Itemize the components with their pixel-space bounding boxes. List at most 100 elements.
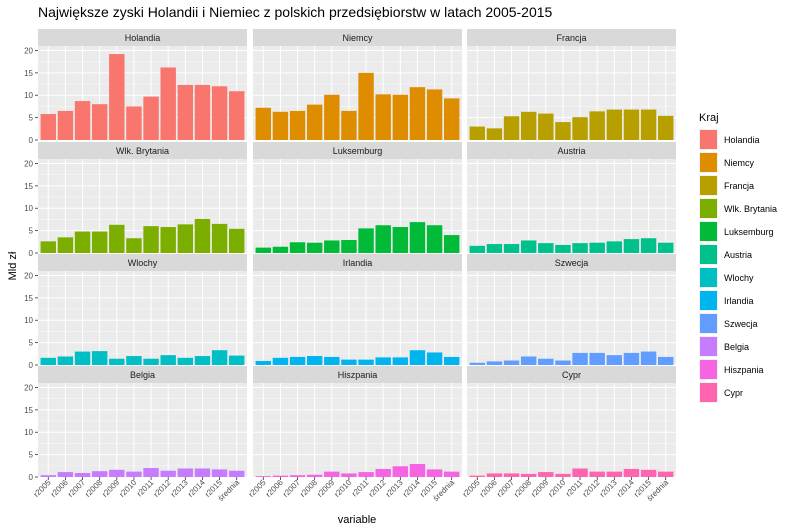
x-tick-label: r2006 — [478, 478, 499, 499]
bar-wlochy-r2013 — [177, 357, 194, 365]
bar-wlk-brytania-r2006 — [57, 237, 74, 253]
bar-wlochy-srednia — [229, 355, 245, 365]
bar-szwecja-r2006 — [486, 361, 503, 365]
bar-holandia-r2015 — [211, 86, 228, 140]
legend-swatch-francja — [700, 176, 717, 195]
bar-cypr-r2006 — [486, 473, 503, 477]
bar-francja-r2013 — [606, 109, 623, 140]
strip-luksemburg — [253, 142, 462, 159]
bar-holandia-srednia — [229, 91, 245, 140]
bar-luksemburg-r2008 — [306, 242, 323, 253]
bar-wlochy-r2011 — [143, 358, 159, 365]
x-tick-label: r2009 — [529, 478, 550, 499]
strip-label-luksemburg: Luksemburg — [333, 146, 383, 156]
bar-irlandia-r2010 — [341, 359, 357, 365]
bar-wlochy-r2006 — [57, 356, 74, 365]
y-tick-label: 0 — [29, 361, 34, 370]
bar-francja-srednia — [658, 115, 674, 140]
bar-holandia-r2008 — [91, 104, 108, 140]
strip-label-holandia: Holandia — [125, 33, 161, 43]
strip-label-wlochy: Wlochy — [128, 258, 158, 268]
bar-luksemburg-r2010 — [341, 240, 357, 253]
y-tick-label: 20 — [24, 383, 33, 392]
plot-area-hiszpania — [253, 383, 462, 477]
bar-luksemburg-r2015 — [426, 225, 443, 253]
y-tick-label: 10 — [24, 316, 33, 325]
bar-hiszpania-r2011 — [358, 472, 374, 477]
bar-austria-r2005 — [469, 245, 485, 253]
bar-niemcy-r2013 — [392, 94, 409, 140]
bar-cypr-r2013 — [606, 471, 623, 477]
bar-szwecja-r2010 — [555, 360, 571, 365]
bar-austria-r2010 — [555, 244, 571, 253]
x-tick-label: r2014 — [401, 478, 422, 499]
legend-label-irlandia: Irlandia — [724, 296, 754, 306]
plot-area-szwecja — [467, 271, 676, 365]
bar-holandia-r2005 — [40, 114, 56, 140]
bar-belgia-r2015 — [211, 469, 228, 477]
legend-label-wlochy: Wlochy — [724, 273, 754, 283]
x-tick-label: r2008 — [83, 478, 104, 499]
x-tick-label: r2013 — [384, 478, 405, 499]
bar-niemcy-r2009 — [324, 94, 340, 140]
panel-austria: Austria — [467, 142, 676, 254]
bar-niemcy-r2012 — [375, 94, 391, 140]
bar-szwecja-r2011 — [572, 352, 588, 365]
bar-austria-r2008 — [520, 240, 537, 253]
x-tick-label: r2013 — [598, 478, 619, 499]
bar-hiszpania-r2008 — [306, 474, 323, 477]
strip-belgia — [38, 366, 247, 383]
strip-holandia — [38, 29, 247, 46]
plot-area-irlandia — [253, 271, 462, 365]
bar-irlandia-r2008 — [306, 356, 323, 365]
bar-austria-r2006 — [486, 244, 503, 253]
legend-swatch-cypr — [700, 383, 717, 402]
bar-belgia-r2009 — [109, 469, 125, 477]
legend-item-wlk-brytania: Wlk. Brytania — [699, 198, 777, 219]
x-tick-label: r2005 — [247, 478, 268, 499]
panel-holandia: Holandia 0 5 10 15 20 — [24, 29, 247, 145]
bar-szwecja-r2009 — [538, 358, 554, 365]
panel-francja: Francja — [467, 29, 676, 141]
bar-wlk-brytania-r2015 — [211, 223, 228, 253]
bar-wlk-brytania-r2009 — [109, 224, 125, 253]
legend-item-luksemburg: Luksemburg — [699, 221, 774, 242]
bar-cypr-srednia — [658, 471, 674, 477]
x-tick-label: r2006 — [49, 478, 70, 499]
strip-francja — [467, 29, 676, 46]
x-tick-label: r2010 — [118, 478, 139, 499]
legend-item-wlochy: Wlochy — [699, 267, 754, 288]
legend-swatch-belgia — [700, 337, 717, 356]
panel-szwecja: Szwecja — [467, 254, 676, 366]
bar-francja-r2014 — [623, 109, 640, 140]
bar-belgia-r2014 — [194, 468, 211, 477]
bar-francja-r2007 — [503, 116, 520, 140]
bar-hiszpania-r2010 — [341, 473, 357, 477]
bar-francja-r2006 — [486, 128, 503, 140]
legend-label-francja: Francja — [724, 181, 754, 191]
panel-niemcy: Niemcy — [253, 29, 462, 141]
strip-label-wlk-brytania: Wlk. Brytania — [116, 146, 169, 156]
y-tick-label: 0 — [29, 249, 34, 258]
legend-item-francja: Francja — [699, 175, 754, 196]
plot-area-belgia — [38, 383, 247, 477]
legend: Kraj Holandia Niemcy Francja Wlk. Brytania L… — [699, 112, 777, 403]
bar-irlandia-r2012 — [375, 357, 391, 365]
y-tick-label: 0 — [29, 136, 34, 145]
y-axis-title: Mld zł — [7, 251, 19, 280]
y-tick-label: 20 — [24, 159, 33, 168]
bar-irlandia-r2007 — [289, 356, 306, 365]
strip-label-francja: Francja — [556, 33, 586, 43]
strip-label-irlandia: Irlandia — [343, 258, 373, 268]
bar-austria-r2007 — [503, 244, 520, 253]
bar-hiszpania-r2005 — [255, 476, 271, 477]
legend-item-irlandia: Irlandia — [699, 290, 754, 311]
bar-wlk-brytania-r2005 — [40, 241, 56, 253]
bar-wlochy-r2007 — [74, 351, 91, 365]
bar-irlandia-srednia — [444, 356, 460, 365]
y-tick-label: 10 — [24, 204, 33, 213]
legend-title: Kraj — [699, 112, 719, 124]
panel-wlochy: Wlochy 0 5 10 15 20 — [24, 254, 247, 370]
bar-cypr-r2015 — [640, 469, 657, 477]
bar-niemcy-r2014 — [409, 87, 426, 140]
